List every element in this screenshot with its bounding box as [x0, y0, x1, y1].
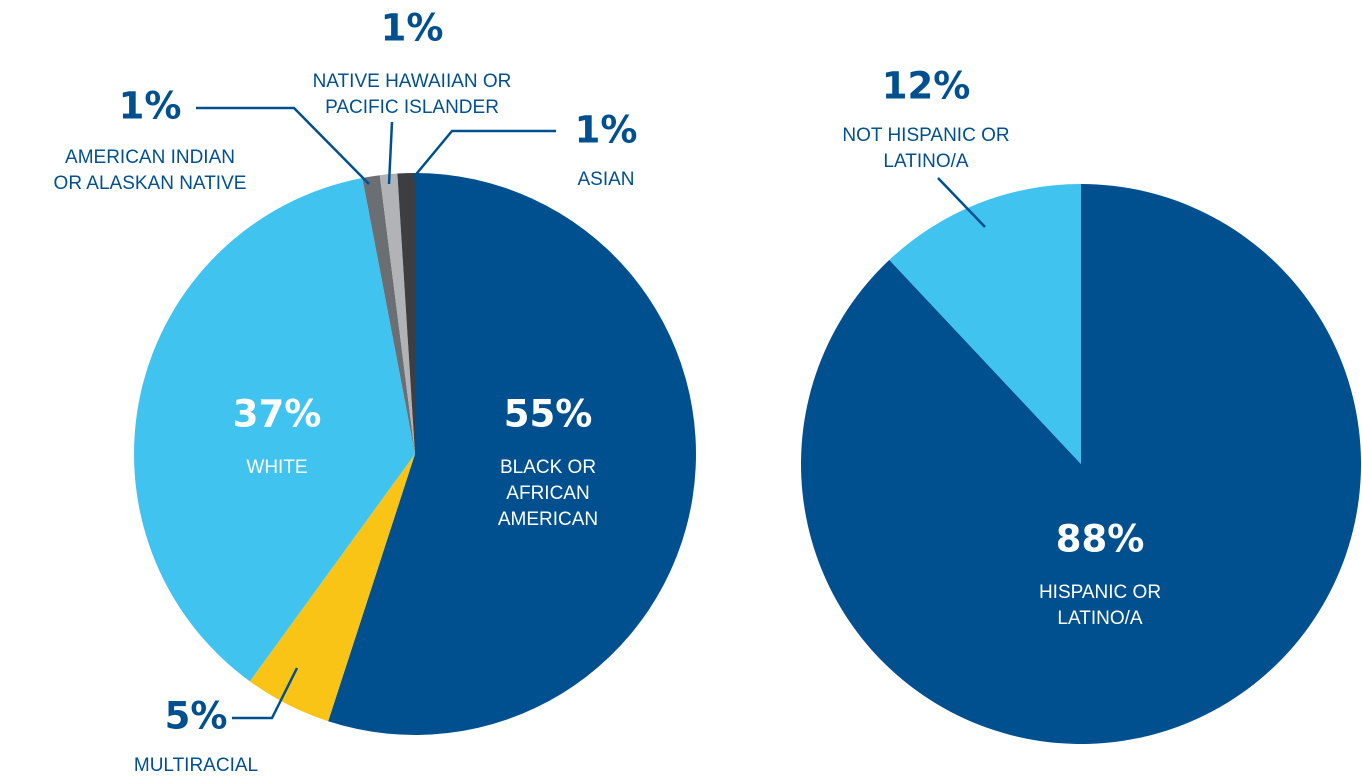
pie-slice-multiracial: [249, 454, 415, 722]
category-label-hispanic-or-latino-a: HISPANIC OR LATINO/A: [1039, 582, 1161, 629]
percent-label-american-indian-or-alaskan-native: 1%: [119, 85, 182, 128]
category-label-american-indian-or-alaskan-native: AMERICAN INDIAN OR ALASKAN NATIVE: [54, 147, 247, 194]
ethnicity-pie-chart: 88% HISPANIC OR LATINO/A 12% NOT HISPANIC OR…: [801, 65, 1362, 744]
race-pie-chart: 55% BLACK OR AFRICAN AMERICAN 5% MULTIRACIAL 3…: [54, 7, 696, 777]
ethnicity-pie-slices: [801, 184, 1362, 744]
category-label-multiracial: MULTIRACIAL: [134, 755, 258, 776]
leader-line-asian: [412, 129, 556, 179]
category-label-black-or-african-american: BLACK OR AFRICAN AMERICAN: [498, 457, 598, 530]
race-pie-slices: [134, 173, 696, 735]
percent-label-native-hawaiian-or-pacific-islander: 1%: [381, 7, 444, 50]
category-label-asian: ASIAN: [577, 169, 634, 190]
pie-slice-black-or-african-american: [328, 173, 696, 735]
pie-slice-hispanic-or-latino-a: [801, 184, 1362, 744]
ethnicity-pie-labels: 88% HISPANIC OR LATINO/A 12% NOT HISPANIC OR…: [842, 65, 1161, 630]
category-label-not-hispanic-or-latino-a: NOT HISPANIC OR LATINO/A: [842, 125, 1009, 172]
pie-slice-white: [134, 177, 415, 682]
percent-label-asian: 1%: [575, 109, 638, 152]
pie-slice-native-hawaiian-or-pacific-islander: [379, 173, 415, 455]
percent-label-hispanic-or-latino-a: 88%: [1056, 518, 1145, 561]
category-label-white: WHITE: [246, 457, 307, 478]
leader-line-multiracial: [232, 667, 299, 720]
category-label-native-hawaiian-or-pacific-islander: NATIVE HAWAIIAN OR PACIFIC ISLANDER: [313, 71, 512, 118]
leader-line-not-hispanic-or-latino-a: [937, 177, 986, 228]
leader-line-american-indian-or-alaskan-native: [196, 106, 370, 185]
pie-slice-asian: [397, 173, 415, 454]
percent-label-not-hispanic-or-latino-a: 12%: [882, 65, 971, 108]
pie-slice-american-indian-or-alaskan-native: [362, 175, 415, 454]
race-pie-labels: 55% BLACK OR AFRICAN AMERICAN 5% MULTIRACIAL 3…: [54, 7, 638, 777]
percent-label-black-or-african-american: 55%: [504, 393, 593, 436]
percent-label-white: 37%: [233, 393, 322, 436]
percent-label-multiracial: 5%: [165, 695, 228, 738]
leader-line-native-hawaiian-or-pacific-islander: [387, 121, 394, 185]
pie-slice-not-hispanic-or-latino-a: [889, 184, 1081, 464]
